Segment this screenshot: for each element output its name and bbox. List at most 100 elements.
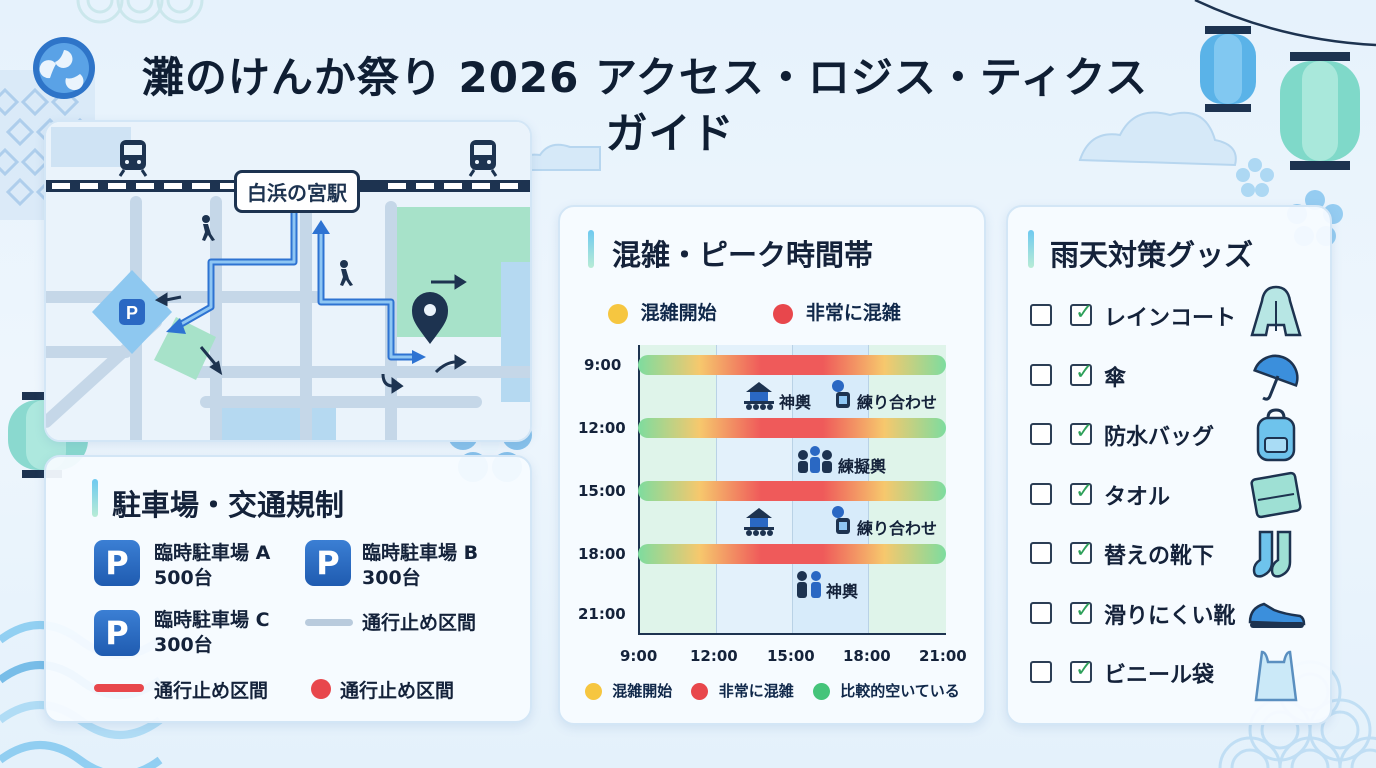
- socks-icon: [1252, 530, 1292, 578]
- event-label: 練り合わせ: [857, 519, 938, 538]
- parking-traffic-card: [44, 455, 532, 723]
- very-crowded-dot: [773, 303, 794, 324]
- check-mark-icon: ✓: [1075, 419, 1094, 444]
- x-tick-label: 21:00: [919, 647, 967, 665]
- section-accent: [92, 479, 98, 517]
- crowd-icon: [798, 446, 832, 473]
- checked-checkbox[interactable]: ✓: [1070, 479, 1093, 505]
- checkbox[interactable]: [1030, 304, 1052, 326]
- page-title: 灘のけんか祭り 2026 アクセス・ロジス・ティクス: [141, 53, 1149, 102]
- red-line-legend-icon: [94, 684, 144, 692]
- checked-checkbox[interactable]: ✓: [1070, 598, 1093, 624]
- raincoat-icon: [1250, 285, 1302, 337]
- banner-icon: [832, 380, 850, 408]
- congestion-band: [638, 481, 946, 501]
- rain-item-label: 替えの靴下: [1104, 544, 1215, 569]
- rain-item-label: レインコート: [1104, 306, 1237, 331]
- congestion-start-dot: [608, 303, 628, 324]
- legend-label: 非常に混雑: [718, 682, 794, 700]
- parking-lot-a: 臨時駐車場 A 500台: [154, 541, 270, 591]
- check-mark-icon: ✓: [1075, 597, 1094, 623]
- tomoe-icon: [33, 37, 95, 99]
- parking-icon: P: [94, 610, 140, 656]
- event-label: 練り合わせ: [857, 393, 938, 412]
- y-tick-label: 9:00: [584, 356, 622, 374]
- parking-lot-c: 臨時駐車場 C 300台: [154, 608, 270, 658]
- x-tick-label: 9:00: [620, 647, 658, 665]
- legend-label: 比較的空いている: [840, 682, 960, 700]
- event-label: 練擬輿: [838, 457, 887, 476]
- section-accent: [1028, 230, 1034, 268]
- rain-item-label: 防水バッグ: [1104, 425, 1215, 450]
- relatively-empty-dot: [812, 683, 830, 700]
- y-tick-label: 21:00: [578, 605, 626, 623]
- event-label: 神輿: [826, 582, 859, 601]
- cloud-icon: [1078, 111, 1237, 167]
- check-mark-icon: ✓: [1075, 657, 1094, 682]
- walking-person-icon: [202, 215, 215, 241]
- towel-icon: [1250, 471, 1302, 519]
- checked-checkbox[interactable]: ✓: [1070, 360, 1093, 386]
- train-icon: [468, 140, 498, 177]
- checkbox[interactable]: [1030, 363, 1052, 386]
- legend-label: 通行止め区間: [362, 612, 477, 634]
- very-crowded-dot: [691, 683, 709, 700]
- water-area: [501, 262, 530, 402]
- y-tick-label: 18:00: [578, 545, 626, 563]
- checkbox[interactable]: [1030, 423, 1052, 445]
- congestion-band: [638, 544, 946, 564]
- y-tick-label: 12:00: [578, 419, 626, 437]
- shoe-icon: [1248, 602, 1306, 628]
- location-pin-icon: [412, 292, 448, 344]
- x-tick-label: 18:00: [843, 647, 891, 665]
- congestion-section-title: 混雑・ピーク時間帯: [612, 238, 874, 272]
- lantern-icon: [1200, 26, 1256, 112]
- congestion-band: [638, 418, 946, 438]
- rain-item-label: 滑りにくい靴: [1104, 603, 1236, 629]
- parking-lot-b: 臨時駐車場 B 300台: [362, 541, 478, 591]
- seigaiha-pattern-icon: [76, 0, 204, 24]
- checked-checkbox[interactable]: ✓: [1070, 538, 1093, 564]
- check-mark-icon: ✓: [1075, 359, 1094, 385]
- top-legend: 混雑開始 非常に混雑: [608, 298, 901, 325]
- parking-area: P: [92, 270, 172, 354]
- umbrella-icon: [1253, 354, 1299, 401]
- mikoshi-icon: [744, 508, 774, 536]
- gray-line-legend-icon: [305, 619, 353, 626]
- plastic-bag-icon: [1254, 650, 1298, 702]
- lantern-icon: [1280, 52, 1360, 170]
- legend-label: 通行止め区間: [154, 680, 269, 702]
- congestion-start-dot: [585, 683, 602, 700]
- festival-logo: [32, 36, 96, 100]
- station-label: 白浜の宮駅: [234, 170, 360, 213]
- red-dot-legend-icon: [311, 679, 331, 699]
- parking-section-title: 駐車場・交通規制: [112, 488, 345, 522]
- sakura-icon: [1236, 158, 1274, 197]
- check-mark-icon: ✓: [1075, 300, 1094, 325]
- x-tick-label: 15:00: [767, 647, 815, 665]
- parking-lot-capacity: 300台: [154, 634, 213, 656]
- section-accent: [588, 230, 594, 268]
- parking-lot-name: 臨時駐車場 A: [154, 542, 271, 564]
- checked-checkbox[interactable]: ✓: [1070, 419, 1093, 445]
- checked-checkbox[interactable]: ✓: [1070, 300, 1093, 326]
- y-tick-label: 15:00: [578, 482, 626, 500]
- parking-lot-name: 臨時駐車場 B: [362, 542, 479, 564]
- checkbox[interactable]: [1030, 542, 1052, 564]
- checkbox[interactable]: [1030, 601, 1052, 624]
- parking-lot-name: 臨時駐車場 C: [154, 609, 270, 631]
- rain-section-title: 雨天対策グッズ: [1050, 238, 1254, 272]
- checkbox[interactable]: [1030, 482, 1052, 505]
- checkbox[interactable]: [1030, 661, 1052, 683]
- congestion-band: [638, 355, 946, 375]
- traffic-arrow-icon: [154, 274, 467, 394]
- rain-item-label: タオル: [1104, 484, 1171, 510]
- legend-label: 通行止め区間: [340, 680, 455, 702]
- parking-icon: P: [305, 540, 351, 586]
- legend-label: 非常に混雑: [805, 302, 901, 324]
- train-icon: [118, 140, 148, 177]
- checked-checkbox[interactable]: ✓: [1070, 657, 1093, 683]
- people-icon: [797, 571, 821, 598]
- walking-person-icon: [340, 260, 353, 286]
- check-mark-icon: ✓: [1075, 538, 1094, 563]
